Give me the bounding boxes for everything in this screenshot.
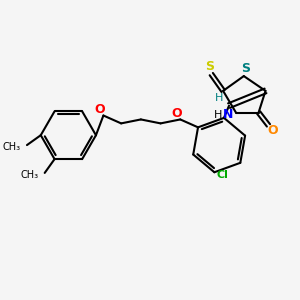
Text: CH₃: CH₃ [21, 170, 39, 180]
Text: S: S [241, 62, 250, 75]
Text: O: O [267, 124, 278, 137]
Text: Cl: Cl [216, 170, 228, 180]
Text: S: S [205, 60, 214, 73]
Text: N: N [223, 108, 233, 121]
Text: CH₃: CH₃ [3, 142, 21, 152]
Text: O: O [171, 107, 182, 120]
Text: H: H [215, 93, 224, 103]
Text: H: H [214, 110, 222, 119]
Text: O: O [94, 103, 105, 116]
